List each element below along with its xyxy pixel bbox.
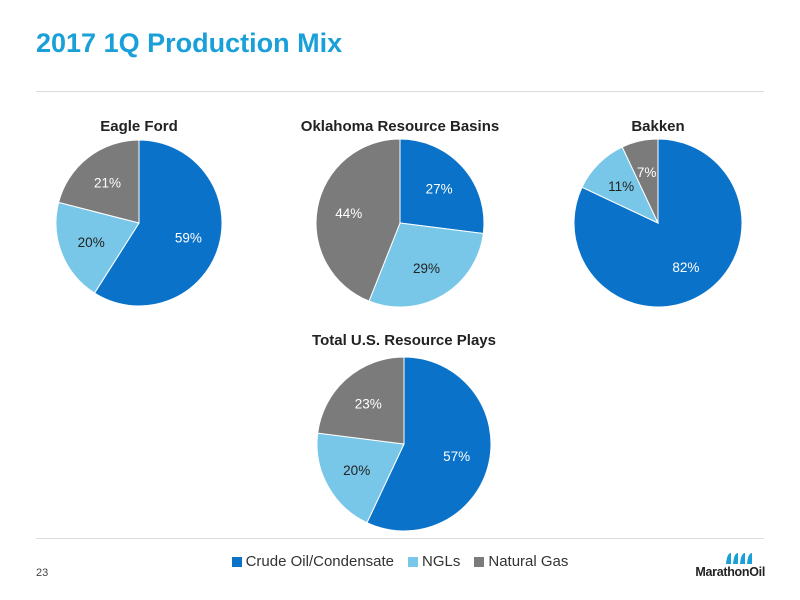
pie-slice-eagle-ford-ngls bbox=[55, 201, 140, 294]
legend-label-natural-gas: Natural Gas bbox=[488, 553, 569, 570]
pie-label-eagle-ford-ngls: 20% bbox=[78, 235, 105, 250]
pie-title-eagle-ford: Eagle Ford bbox=[100, 118, 178, 135]
marathon-oil-logo: MarathonOil bbox=[683, 551, 765, 583]
pie-label-eagle-ford-crude-oil-condensate: 59% bbox=[175, 230, 202, 245]
pie-slice-oklahoma-resource-basins-ngls bbox=[368, 222, 484, 308]
pie-chart-oklahoma-resource-basins: Oklahoma Resource Basins 27% 29% 44% bbox=[301, 118, 499, 308]
logo-text: MarathonOil bbox=[695, 565, 765, 579]
legend-swatch-crude bbox=[231, 556, 242, 567]
pie-slice-bakken-natural-gas bbox=[621, 138, 659, 224]
pie-slice-oklahoma-resource-basins-natural-gas bbox=[315, 138, 401, 302]
pie-label-oklahoma-resource-basins-crude-oil-condensate: 27% bbox=[426, 182, 453, 197]
legend-label-crude: Crude Oil/Condensate bbox=[245, 553, 395, 570]
pie-label-bakken-ngls: 11% bbox=[608, 179, 634, 194]
pie-label-bakken-crude-oil-condensate: 82% bbox=[672, 260, 699, 275]
pie-title-oklahoma-resource-basins: Oklahoma Resource Basins bbox=[301, 118, 499, 135]
pie-slice-total-u-s-resource-plays-natural-gas bbox=[317, 356, 405, 445]
pie-label-total-u-s-resource-plays-natural-gas: 23% bbox=[355, 397, 382, 412]
pie-chart-eagle-ford: Eagle Ford 59% 20% 21% bbox=[55, 118, 223, 307]
pie-slice-total-u-s-resource-plays-crude-oil-condensate bbox=[366, 356, 492, 532]
pie-slice-oklahoma-resource-basins-crude-oil-condensate bbox=[399, 138, 485, 235]
legend-item-natural-gas: Natural Gas bbox=[474, 553, 568, 570]
legend-swatch-ngls bbox=[408, 556, 419, 567]
pie-label-bakken-natural-gas: 7% bbox=[637, 165, 657, 180]
pie-label-total-u-s-resource-plays-ngls: 20% bbox=[343, 463, 370, 478]
legend-item-ngls: NGLs bbox=[408, 553, 460, 570]
title-divider bbox=[36, 91, 764, 92]
pie-chart-bakken: Bakken 82% 11%7% bbox=[573, 118, 743, 308]
page-title: 2017 1Q Production Mix bbox=[36, 28, 343, 58]
pie-label-oklahoma-resource-basins-ngls: 29% bbox=[413, 261, 440, 276]
pie-slice-eagle-ford-crude-oil-condensate bbox=[93, 139, 223, 307]
legend-item-crude: Crude Oil/Condensate bbox=[231, 553, 395, 570]
pie-title-bakken: Bakken bbox=[631, 118, 684, 135]
chart-legend: Crude Oil/Condensate NGLs Natural Gas bbox=[0, 553, 800, 570]
logo-wave-icon bbox=[726, 553, 752, 564]
legend-label-ngls: NGLs bbox=[422, 553, 461, 570]
pie-title-total-u-s-resource-plays: Total U.S. Resource Plays bbox=[312, 332, 496, 349]
pie-label-total-u-s-resource-plays-crude-oil-condensate: 57% bbox=[443, 449, 470, 464]
legend-swatch-natural-gas bbox=[474, 556, 485, 567]
pie-label-oklahoma-resource-basins-natural-gas: 44% bbox=[335, 206, 362, 221]
pie-label-eagle-ford-natural-gas: 21% bbox=[94, 175, 121, 190]
pie-slice-total-u-s-resource-plays-ngls bbox=[316, 432, 405, 524]
pie-slice-eagle-ford-natural-gas bbox=[58, 139, 140, 224]
pie-chart-total-u-s-resource-plays: Total U.S. Resource Plays 57% 20% 23% bbox=[312, 332, 496, 532]
page-number: 23 bbox=[36, 567, 49, 579]
footer-divider bbox=[36, 538, 764, 539]
